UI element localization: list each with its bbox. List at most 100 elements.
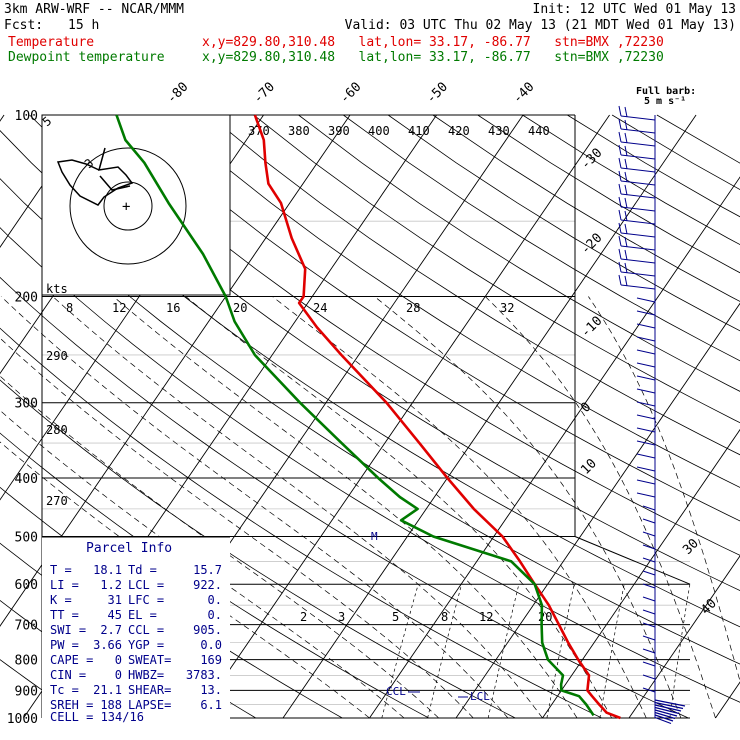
- theta-label-270: 270: [46, 494, 68, 508]
- parcel-row-5-col-3: 0.0: [200, 638, 222, 652]
- series-line-temperature: [253, 114, 621, 720]
- model-title: 3km ARW-WRF -- NCAR/MMM: [4, 2, 185, 17]
- mixing-ratio-label-20: 20: [538, 610, 552, 624]
- isotherm-label--70: -70: [251, 80, 278, 107]
- wind-barb-feather: [618, 105, 622, 117]
- isotherm-label--80: -80: [164, 80, 191, 107]
- dry-adiabat-280: [0, 379, 516, 719]
- ccl-marker: CCL: [386, 685, 406, 698]
- wind-barb: [642, 661, 656, 667]
- wind-barb: [642, 609, 656, 615]
- forecast-hour: 15 h: [68, 18, 100, 33]
- hodograph-trace-tail: [99, 175, 131, 191]
- wind-barb: [636, 479, 656, 485]
- wind-barb-surface: [654, 699, 686, 707]
- dry-adiabat-390: [253, 114, 740, 424]
- parcel-row-8-col-0: Tc =: [50, 683, 79, 697]
- parcel-row-6-col-0: CAPE =: [50, 653, 93, 667]
- dry-adiabat-380: [208, 114, 740, 456]
- mixing-ratio-12: [599, 584, 625, 719]
- dry-adiabat-330: [0, 130, 740, 628]
- pressure-label-800: 800: [15, 654, 38, 669]
- wind-barb: [642, 635, 656, 641]
- mixing-ratio-5: [487, 584, 520, 719]
- pressure-label-200: 200: [15, 291, 38, 306]
- temperature-location: x,y=829.80,310.48 lat,lon= 33.17, -86.77…: [202, 35, 664, 50]
- wind-barb-feather: [618, 131, 622, 143]
- isotherm--60: [0, 114, 351, 627]
- dry-adiabat-440: [477, 114, 740, 274]
- dry-adiabat-290: [0, 327, 602, 719]
- mixing-ratio-lines: [381, 584, 691, 719]
- parcel-row-0-col-3: 15.7: [193, 563, 222, 577]
- wind-barb: [636, 414, 656, 420]
- dry-adiabat-400: [298, 114, 740, 392]
- wind-barb: [620, 284, 656, 290]
- parcel-row-9-col-1: 188: [100, 698, 122, 712]
- wind-barb-feather: [618, 235, 622, 247]
- wind-barb: [642, 557, 656, 563]
- parcel-row-0-col-1: 18.1: [93, 563, 122, 577]
- dry-adiabat-310: [0, 227, 740, 703]
- wind-barb: [636, 427, 656, 433]
- theta-label-370: 370: [248, 124, 270, 138]
- theta-label-440: 440: [528, 124, 550, 138]
- theta-label-380: 380: [288, 124, 310, 138]
- wind-barb-feather: [624, 262, 628, 274]
- mixing-ratio-upper-label-20: 20: [233, 301, 247, 315]
- wind-barb: [620, 167, 656, 173]
- wind-barb-feather: [618, 157, 622, 169]
- wind-barb: [620, 232, 656, 238]
- mixing-ratio-upper-label-16: 16: [166, 301, 180, 315]
- pressure-label-500: 500: [15, 530, 38, 545]
- moist-adiabat-34: [588, 296, 740, 683]
- wind-barb-feather: [624, 158, 628, 170]
- pressure-label-600: 600: [15, 578, 38, 593]
- parcel-row-1-col-0: LI =: [50, 578, 79, 592]
- temperature-legend-label: Temperature: [8, 35, 95, 50]
- parcel-cell: CELL = 134/16: [50, 710, 144, 724]
- theta-label-400: 400: [368, 124, 390, 138]
- parcel-row-5-col-0: PW =: [50, 638, 79, 652]
- wind-barb-feather: [618, 196, 622, 208]
- wind-barb: [620, 115, 656, 121]
- mixing-ratio-3: [427, 584, 462, 719]
- isotherm-20: [628, 555, 740, 719]
- wind-barb: [636, 466, 656, 472]
- parcel-row-6-col-1: 0: [115, 653, 122, 667]
- dry-adiabat-360: [118, 114, 740, 522]
- mixing-ratio-upper-label-24: 24: [313, 301, 327, 315]
- wind-barb: [636, 336, 656, 342]
- wind-barb: [642, 518, 656, 524]
- isotherm--30: [196, 114, 610, 719]
- wind-barb-feather: [624, 171, 628, 183]
- isotherm--90: [0, 114, 91, 248]
- right-border-lower: [574, 536, 691, 585]
- wind-barb: [636, 492, 656, 498]
- isotherm-label--50: -50: [424, 80, 451, 107]
- wind-barb: [620, 245, 656, 251]
- wind-barb: [636, 453, 656, 459]
- dry-adiabat-460: [567, 114, 740, 218]
- wind-barb: [642, 505, 656, 511]
- wind-barb: [642, 583, 656, 589]
- isotherm-0: [455, 302, 740, 719]
- parcel-row-3-col-0: TT =: [50, 608, 79, 622]
- parcel-row-2-col-0: K =: [50, 593, 72, 607]
- mixing-ratio-20: [669, 584, 691, 719]
- isotherm-label--30: -30: [578, 146, 605, 173]
- dry-adiabat-350: [74, 114, 740, 556]
- parcel-row-4-col-1: 2.7: [100, 623, 122, 637]
- wind-barb-surface: [654, 714, 674, 722]
- wind-barb: [636, 349, 656, 355]
- wind-barb: [636, 310, 656, 316]
- parcel-row-9-col-3: 6.1: [200, 698, 222, 712]
- wind-barb-feather: [624, 249, 628, 261]
- dry-adiabat-320: [0, 178, 740, 665]
- mixing-ratio-upper-label-32: 32: [500, 301, 514, 315]
- forecast-label: Fcst:: [4, 18, 44, 33]
- dry-adiabat-370: [163, 114, 740, 488]
- parcel-row-4-col-3: 905.: [193, 623, 222, 637]
- wind-barb: [642, 648, 656, 654]
- dry-adiabat-340: [29, 114, 740, 592]
